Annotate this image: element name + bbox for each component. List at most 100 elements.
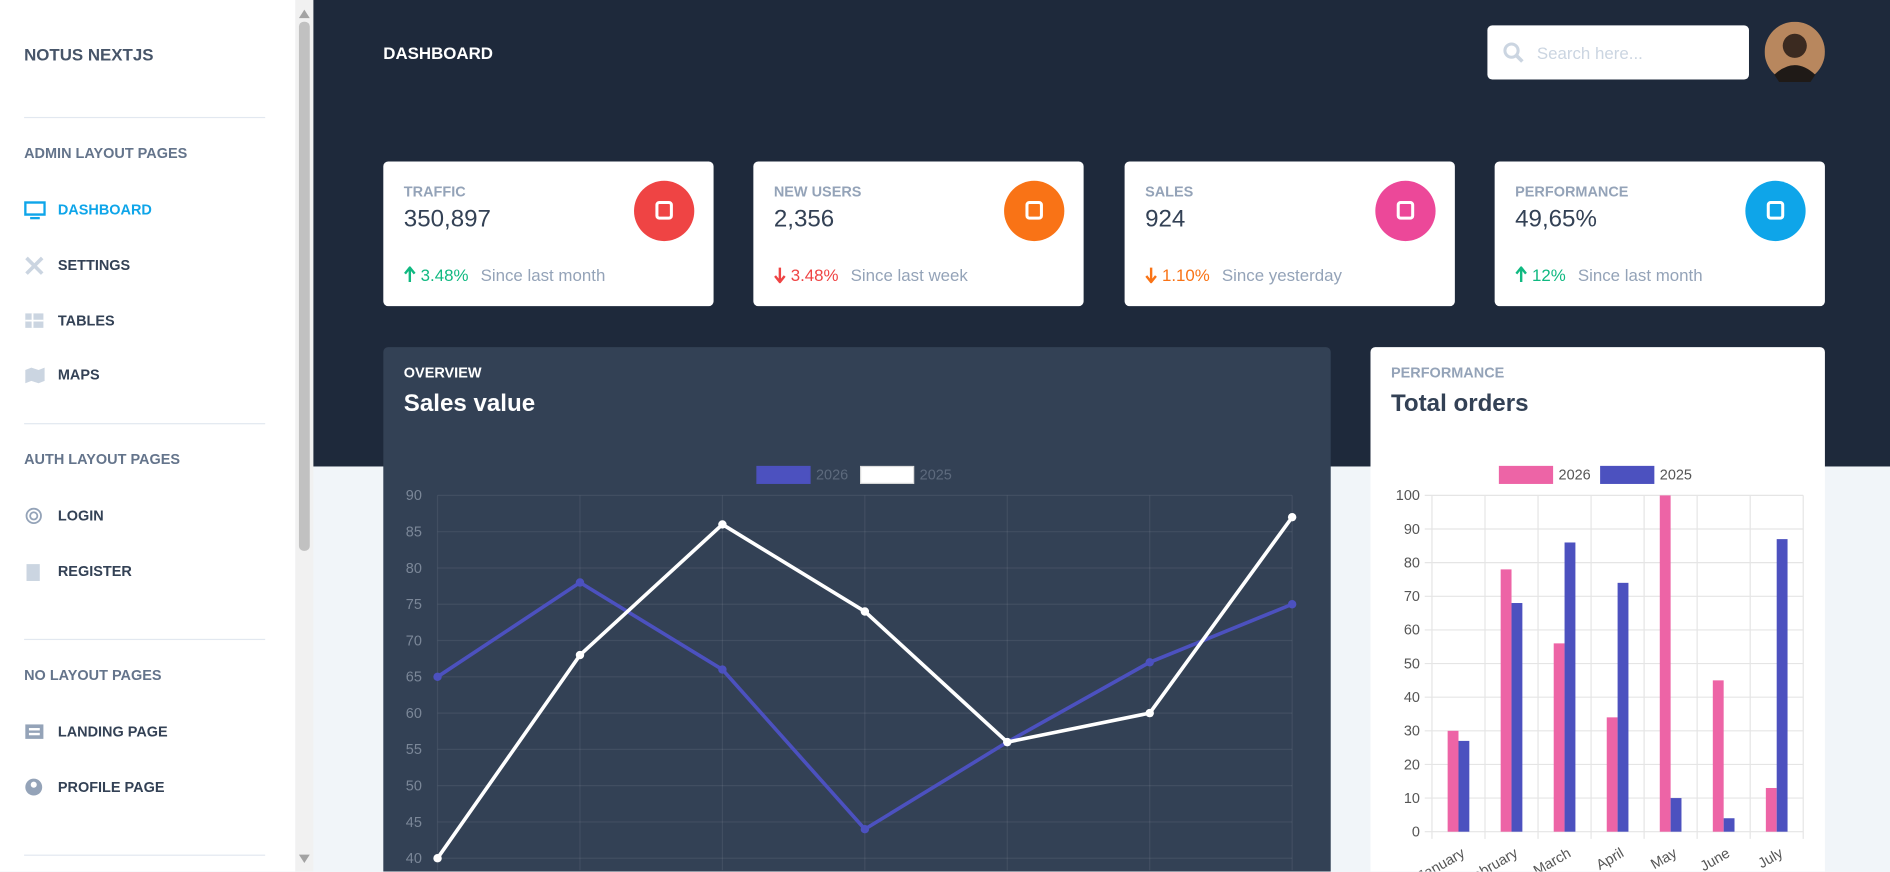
stat-value: 2,356: [773, 206, 835, 233]
stat-card: SALES 924 1.10% Since yesterday: [1124, 161, 1455, 307]
glyph: [1396, 200, 1415, 220]
glyph: [1766, 200, 1785, 220]
point: [433, 853, 442, 863]
page-title[interactable]: DASHBOARD: [383, 43, 493, 63]
stat-change: 3.48% Since last week: [774, 265, 968, 284]
change-value: 12%: [1532, 265, 1566, 285]
legend-label: 2025: [920, 468, 952, 484]
y-tick-label: 50: [1404, 656, 1420, 672]
icon-glyph: [1025, 200, 1043, 220]
sidebar: NOTUS NEXTJS ADMIN LAYOUT PAGES DASHBOAR…: [0, 0, 296, 872]
icon: [25, 724, 44, 739]
stat-card: PERFORMANCE 49,65% 12% Since last month: [1494, 161, 1825, 307]
y-tick-label: 0: [1412, 825, 1420, 841]
stat-label: SALES: [1145, 183, 1194, 201]
icon-glyph: [1396, 200, 1415, 220]
bar: [1776, 539, 1788, 832]
icon: [25, 313, 44, 328]
change-value: 3.48%: [420, 265, 469, 285]
legend-swatch: [1600, 465, 1655, 484]
point: [718, 665, 727, 674]
stat-label: TRAFFIC: [403, 183, 466, 201]
icon: [26, 564, 40, 581]
change-note: Since last week: [850, 265, 968, 285]
y-tick-label: 70: [406, 633, 422, 649]
divider: [24, 638, 266, 641]
section-heading: AUTH LAYOUT PAGES: [24, 450, 181, 468]
point: [1003, 737, 1012, 747]
divider: [24, 854, 266, 856]
nav-label: LOGIN: [57, 507, 104, 525]
nav-item[interactable]: REGISTER: [24, 562, 132, 581]
y-tick-label: 85: [406, 525, 422, 541]
change-arrow: [404, 266, 416, 283]
divider: [24, 116, 266, 119]
glyph: [655, 200, 673, 220]
nav-item[interactable]: LANDING PAGE: [24, 722, 168, 741]
change-arrow: [774, 267, 786, 284]
y-tick-label: 100: [1396, 488, 1420, 504]
change-note: Since last month: [1577, 265, 1703, 285]
arrow: [1145, 267, 1157, 284]
stat-value: 49,65%: [1515, 206, 1597, 233]
point: [575, 650, 585, 660]
section-heading: NO LAYOUT PAGES: [24, 666, 162, 684]
y-tick-label: 30: [1404, 724, 1420, 740]
change-arrow: [1145, 267, 1157, 284]
icon: [25, 367, 45, 384]
y-tick-label: 45: [406, 815, 422, 831]
point: [433, 672, 442, 682]
nav-label: LANDING PAGE: [57, 723, 168, 741]
stat-value: 924: [1145, 206, 1186, 233]
stat-label: PERFORMANCE: [1515, 183, 1629, 201]
x-tick-label: May: [1648, 845, 1680, 871]
brand[interactable]: NOTUS NEXTJS: [24, 44, 154, 64]
change-arrow: [1515, 266, 1527, 283]
stat-card: TRAFFIC 350,897 3.48% Since last month: [383, 161, 714, 307]
point: [860, 607, 870, 616]
stat-icon: [1375, 180, 1436, 242]
x-tick-label: June: [1698, 845, 1733, 871]
x-tick-label: March: [1531, 845, 1574, 871]
y-tick-label: 20: [1404, 757, 1420, 773]
point: [1287, 512, 1297, 522]
stat-icon: [1004, 180, 1065, 242]
bar: [1500, 569, 1512, 832]
y-tick-label: 55: [406, 742, 422, 758]
bar: [1458, 740, 1470, 832]
scrollbar[interactable]: [295, 0, 314, 872]
legend-swatch: [756, 465, 811, 484]
nav-item[interactable]: MAPS: [24, 365, 100, 384]
stat-change: 1.10% Since yesterday: [1145, 265, 1342, 284]
nav-item[interactable]: PROFILE PAGE: [24, 777, 164, 796]
nav-label: DASHBOARD: [57, 201, 152, 219]
icon-glyph: [1766, 200, 1785, 220]
line-chart: 40 45 50 55 60 65 70 75 80 85 90 2026 2025: [406, 465, 1297, 871]
bar: [1712, 680, 1724, 832]
legend-swatch: [860, 465, 915, 484]
search-box[interactable]: Search here...: [1487, 25, 1749, 80]
arrow: [404, 266, 416, 283]
bar: [1564, 542, 1576, 832]
bar-chart: 0 10 20 30 40 50 60 70 80 90 100 2026 2025 JanuaryFeb…: [1396, 465, 1804, 871]
arrow: [1515, 266, 1527, 283]
chart-panel: PERFORMANCE Total orders 0 10 20 30 40 50 60 70…: [1370, 347, 1825, 872]
nav-item[interactable]: SETTINGS: [24, 256, 130, 275]
point: [860, 824, 870, 834]
nav-item[interactable]: DASHBOARD: [24, 200, 152, 220]
nav-item[interactable]: LOGIN: [24, 506, 104, 525]
stat-change: 3.48% Since last month: [404, 265, 605, 285]
point: [718, 520, 727, 529]
nav-label: MAPS: [57, 366, 100, 384]
chart-subtitle: PERFORMANCE: [1390, 364, 1505, 381]
x-tick-label: July: [1756, 845, 1787, 871]
point: [1145, 658, 1154, 667]
nav-item[interactable]: TABLES: [24, 311, 115, 330]
arrow: [774, 267, 786, 284]
y-tick-label: 60: [406, 706, 422, 722]
stat-icon: [634, 180, 695, 242]
change-value: 3.48%: [790, 265, 839, 285]
bar: [1765, 787, 1777, 832]
x-tick-label: February: [1463, 845, 1522, 871]
avatar[interactable]: [1764, 21, 1825, 82]
